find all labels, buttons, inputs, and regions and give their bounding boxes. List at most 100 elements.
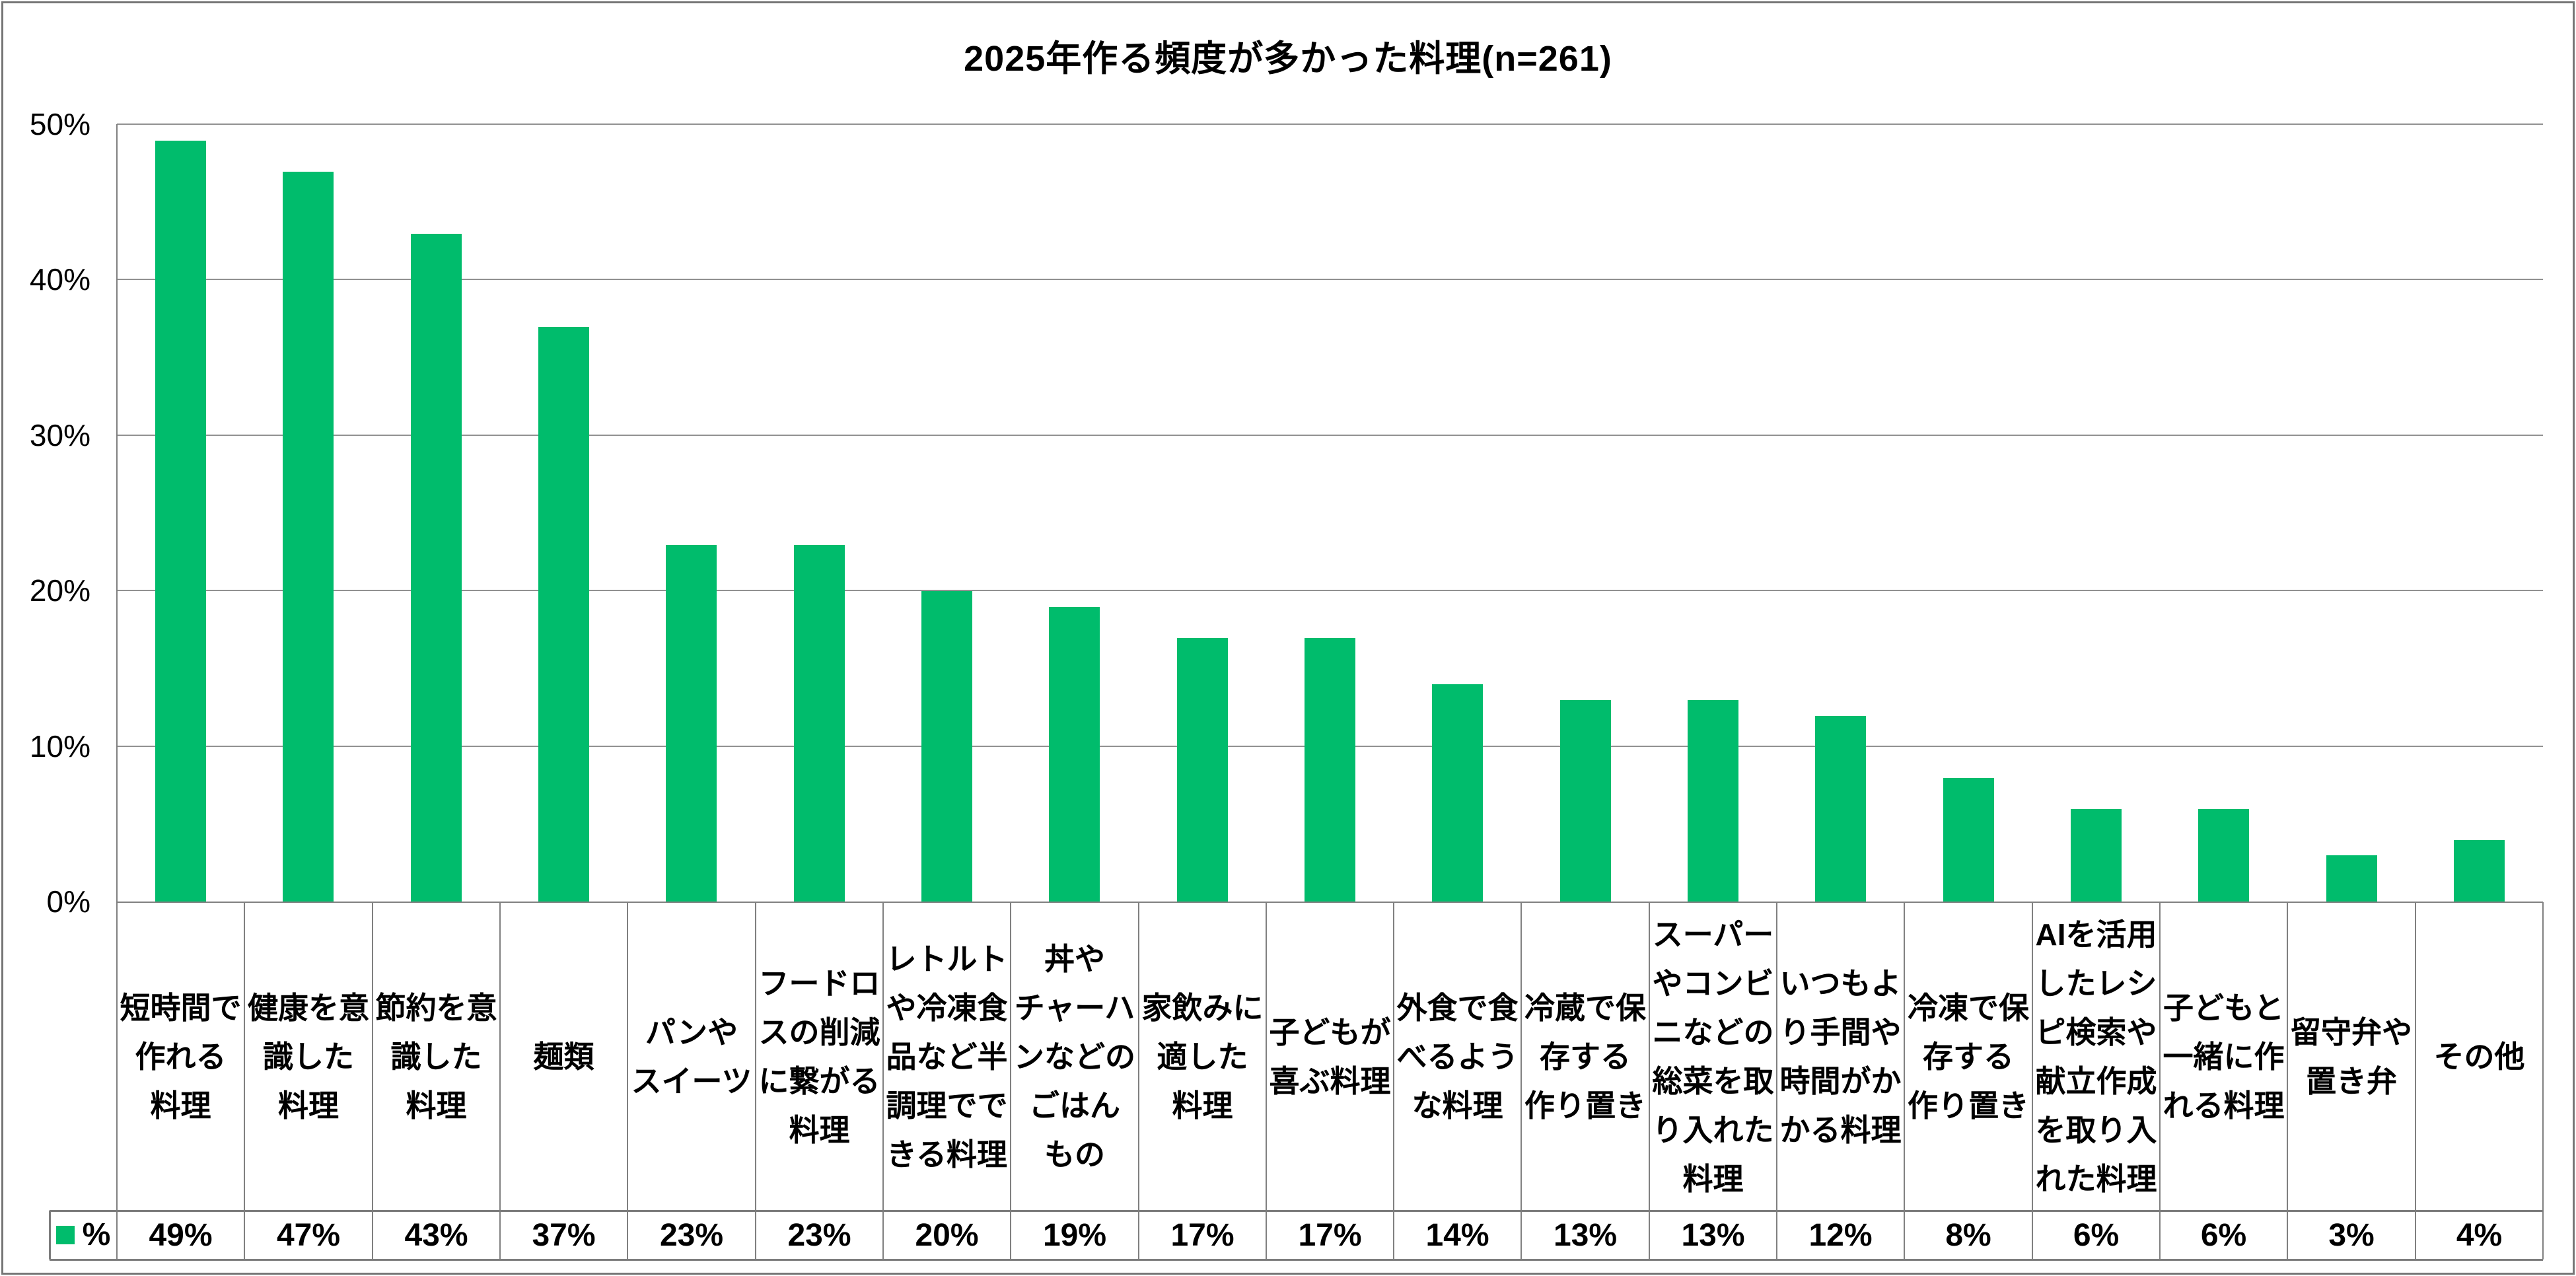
table-column-border — [2287, 902, 2288, 1259]
value-cell: 17% — [1298, 1217, 1362, 1253]
category-label-line: 存する — [1540, 1039, 1631, 1074]
category-label-line: チャーハ — [1014, 990, 1135, 1025]
table-column-border — [1393, 902, 1394, 1259]
table-column-border — [1138, 902, 1139, 1259]
bar — [1432, 684, 1483, 902]
category-label-line: パンや — [645, 1014, 738, 1049]
category-label-line: 識した — [263, 1039, 354, 1074]
value-cell: 6% — [2073, 1217, 2120, 1253]
category-label-line: 冷凍で保 — [1908, 990, 2029, 1025]
table-column-border — [627, 902, 628, 1259]
category-label-line: 料理 — [406, 1088, 467, 1123]
category-label-cell: いつもよ り手間や 時間がか かる料理 — [1777, 902, 1904, 1211]
category-label-line: を取り入 — [2035, 1112, 2157, 1147]
value-cell: 37% — [532, 1217, 596, 1253]
y-axis-tick-label: 0% — [46, 884, 90, 919]
category-label-cell: 冷凍で保 存する 作り置き — [1904, 902, 2032, 1211]
table-column-border — [1904, 902, 1905, 1259]
category-label-line: スの削減 — [758, 1014, 880, 1049]
category-label-cell: レトルト や冷凍食 品など半 調理でで きる料理 — [883, 902, 1011, 1211]
value-cell: 4% — [2456, 1217, 2503, 1253]
table-column-border — [2542, 902, 2544, 1259]
category-label-line: スーパー — [1652, 917, 1774, 952]
bar — [1305, 638, 1355, 902]
category-label-cell: 家飲みに 適した 料理 — [1139, 902, 1266, 1211]
legend-key-cell: % — [50, 1211, 117, 1259]
category-label-cell: 健康を意 識した 料理 — [244, 902, 373, 1211]
category-label-line: 一緒に作 — [2163, 1039, 2285, 1074]
category-label-line: もの — [1044, 1137, 1105, 1172]
y-axis-tick-label: 50% — [29, 107, 90, 141]
y-gridline — [117, 279, 2543, 281]
table-column-border — [755, 902, 756, 1259]
category-label-line: 料理 — [789, 1112, 850, 1147]
category-label-line: な料理 — [1412, 1088, 1503, 1123]
table-column-border — [499, 902, 501, 1259]
category-label-line: 子どもが — [1269, 1014, 1391, 1049]
category-label-line: きる料理 — [886, 1137, 1008, 1172]
y-axis-tick-label: 20% — [29, 573, 90, 608]
category-label-cell: 外食で食 べるよう な料理 — [1394, 902, 1521, 1211]
category-label-line: 家飲みに — [1141, 990, 1264, 1025]
table-row-border — [50, 1259, 2543, 1261]
table-column-border — [116, 902, 118, 1259]
category-label-line: その他 — [2433, 1039, 2525, 1074]
table-row-border — [50, 1210, 2543, 1212]
bar — [411, 234, 462, 902]
category-label-line: 料理 — [278, 1088, 339, 1123]
bar — [1049, 607, 1100, 902]
chart-title: 2025年作る頻度が多かった料理(n=261) — [964, 39, 1612, 79]
category-label-line: 時間がか — [1779, 1063, 1902, 1098]
category-label-cell: 留守弁や 置き弁 — [2287, 902, 2415, 1211]
value-cell: 19% — [1042, 1217, 1107, 1253]
y-axis-tick-label: 10% — [29, 728, 90, 763]
bar — [2326, 855, 2377, 902]
category-label-line: 外食で食 — [1396, 990, 1519, 1025]
category-label-line: 料理 — [1172, 1088, 1233, 1123]
category-label-line: いつもよ — [1779, 966, 1902, 1001]
legend-color-swatch-icon — [55, 1226, 75, 1244]
category-label-line: ごはん — [1029, 1088, 1120, 1123]
category-label-line: 総菜を取 — [1652, 1063, 1774, 1098]
category-label-line: 適した — [1157, 1039, 1248, 1074]
category-label-line: レトルト — [886, 941, 1008, 976]
category-label-line: 節約を意 — [375, 990, 497, 1025]
category-label-line: に繋がる — [758, 1063, 880, 1098]
legend-series-label: % — [82, 1217, 111, 1252]
category-label-line: 留守弁や — [2291, 1014, 2412, 1049]
value-cell: 3% — [2328, 1217, 2375, 1253]
category-label-cell: 短時間で 作れる 料理 — [117, 902, 244, 1211]
legend-stub-border — [49, 1211, 51, 1259]
category-label-line: 短時間で — [120, 990, 242, 1025]
bar — [538, 327, 589, 902]
category-label-line: 健康を意 — [248, 990, 369, 1025]
category-label-cell: その他 — [2415, 902, 2543, 1211]
category-label-cell: フードロ スの削減 に繋がる 料理 — [756, 902, 883, 1211]
table-column-border — [882, 902, 884, 1259]
y-gridline — [117, 434, 2543, 436]
category-label-line: AIを活用 — [2035, 917, 2157, 952]
value-cell: 12% — [1808, 1217, 1873, 1253]
category-label-line: 料理 — [1682, 1161, 1744, 1196]
x-axis-line — [117, 902, 2543, 903]
category-label-line: 識した — [390, 1039, 482, 1074]
value-cell: 47% — [276, 1217, 341, 1253]
table-column-border — [1521, 902, 1522, 1259]
category-label-line: 料理 — [150, 1088, 211, 1123]
category-label-cell: 子どもが 喜ぶ料理 — [1266, 902, 1394, 1211]
table-column-border — [372, 902, 373, 1259]
category-label-line: 喜ぶ料理 — [1269, 1063, 1391, 1098]
value-cell: 23% — [787, 1217, 851, 1253]
bar — [2198, 809, 2249, 902]
value-cell: 49% — [149, 1217, 213, 1253]
category-label-line: 献立作成 — [2035, 1063, 2157, 1098]
category-label-line: 存する — [1923, 1039, 2014, 1074]
category-label-cell: 節約を意 識した 料理 — [373, 902, 500, 1211]
y-axis-line — [116, 124, 118, 902]
value-cell: 14% — [1425, 1217, 1489, 1253]
category-label-line: ンなどの — [1014, 1039, 1135, 1074]
value-cell: 8% — [1945, 1217, 1991, 1253]
category-label-cell: 冷蔵で保 存する 作り置き — [1521, 902, 1649, 1211]
bar — [155, 141, 206, 902]
category-label-line: 調理でで — [886, 1088, 1008, 1123]
